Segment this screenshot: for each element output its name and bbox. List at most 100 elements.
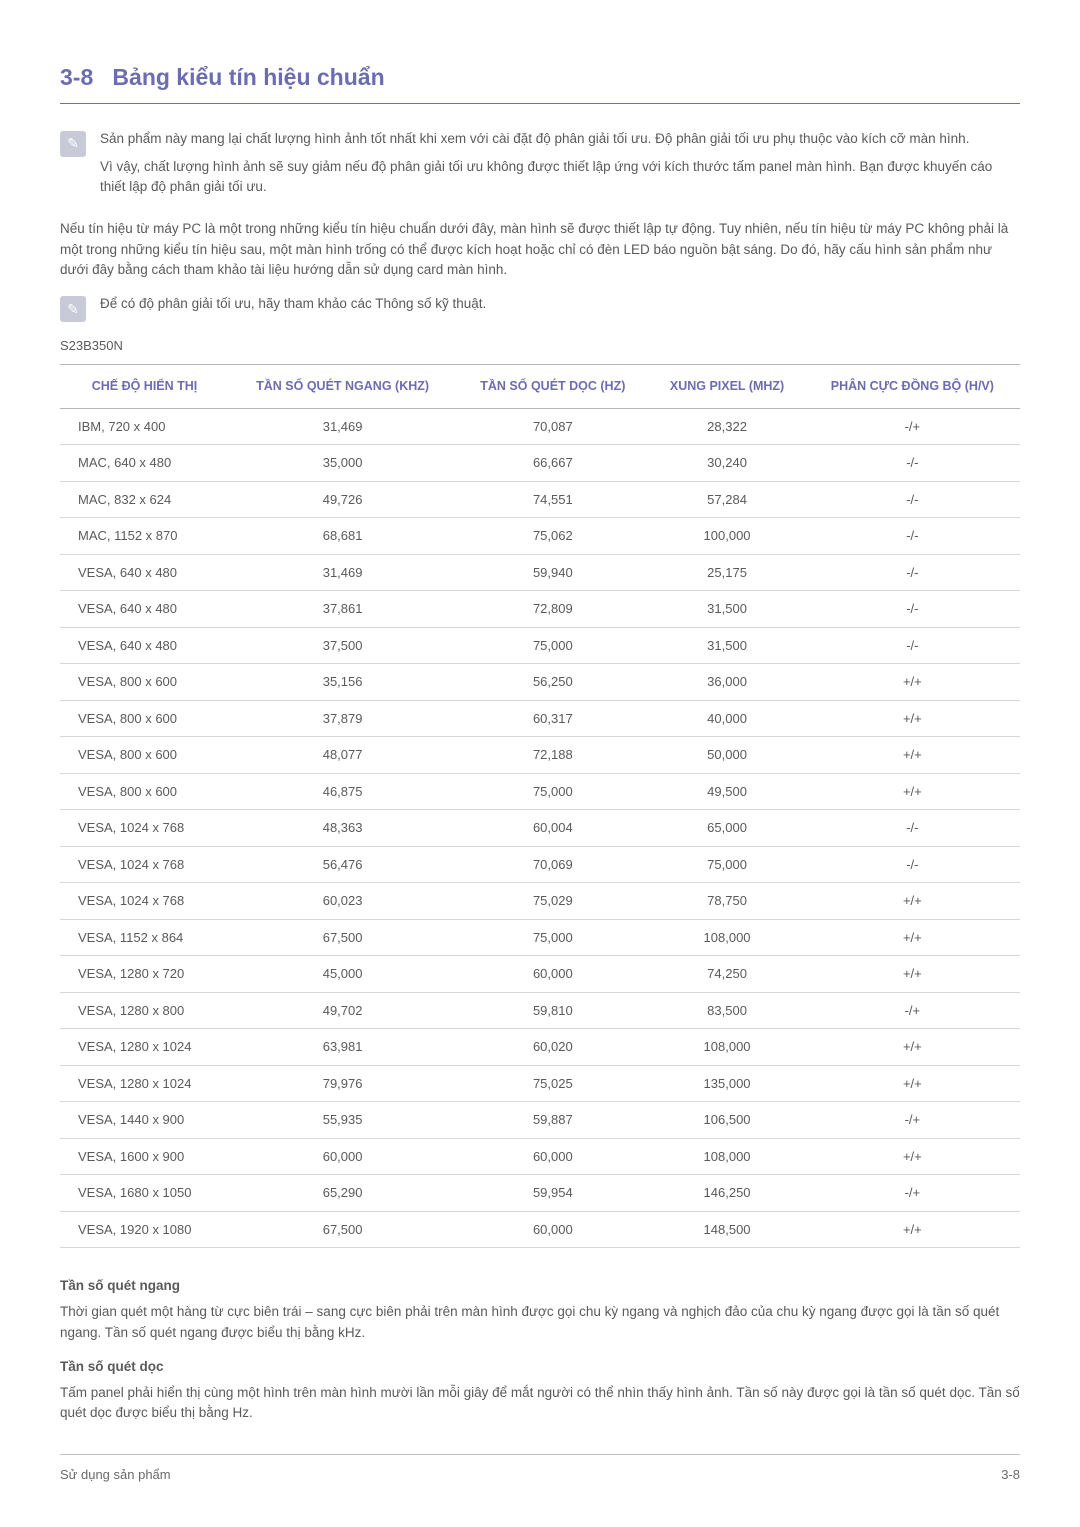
- table-cell: 37,861: [229, 591, 456, 628]
- section-title-text: Bảng kiểu tín hiệu chuẩn: [112, 64, 384, 90]
- table-cell: 35,156: [229, 664, 456, 701]
- table-cell: 49,702: [229, 992, 456, 1029]
- footer-left: Sử dụng sản phẩm: [60, 1465, 171, 1485]
- page-footer: Sử dụng sản phẩm 3-8: [60, 1454, 1020, 1485]
- table-cell: +/+: [805, 1029, 1020, 1066]
- table-cell: 63,981: [229, 1029, 456, 1066]
- table-cell: 60,020: [456, 1029, 649, 1066]
- table-cell: 60,000: [456, 956, 649, 993]
- table-row: VESA, 1024 x 76856,47670,06975,000-/-: [60, 846, 1020, 883]
- table-row: MAC, 1152 x 87068,68175,062100,000-/-: [60, 518, 1020, 555]
- table-cell: 108,000: [649, 1029, 804, 1066]
- table-cell: 59,810: [456, 992, 649, 1029]
- table-cell: 70,069: [456, 846, 649, 883]
- table-cell: MAC, 1152 x 870: [60, 518, 229, 555]
- table-cell: VESA, 800 x 600: [60, 737, 229, 774]
- table-cell: 75,025: [456, 1065, 649, 1102]
- table-cell: 60,004: [456, 810, 649, 847]
- table-cell: 28,322: [649, 408, 804, 445]
- table-cell: VESA, 800 x 600: [60, 773, 229, 810]
- note1-p1: Sản phẩm này mang lại chất lượng hình ản…: [100, 129, 1020, 149]
- table-cell: VESA, 1152 x 864: [60, 919, 229, 956]
- table-row: VESA, 800 x 60035,15656,25036,000+/+: [60, 664, 1020, 701]
- table-cell: +/+: [805, 700, 1020, 737]
- table-cell: 75,000: [456, 627, 649, 664]
- table-cell: VESA, 1920 x 1080: [60, 1211, 229, 1248]
- table-cell: 106,500: [649, 1102, 804, 1139]
- table-cell: MAC, 640 x 480: [60, 445, 229, 482]
- table-cell: VESA, 640 x 480: [60, 627, 229, 664]
- table-body: IBM, 720 x 40031,46970,08728,322-/+MAC, …: [60, 408, 1020, 1248]
- table-cell: 68,681: [229, 518, 456, 555]
- table-cell: 60,000: [229, 1138, 456, 1175]
- table-row: VESA, 1152 x 86467,50075,000108,000+/+: [60, 919, 1020, 956]
- table-cell: VESA, 1440 x 900: [60, 1102, 229, 1139]
- table-row: VESA, 800 x 60037,87960,31740,000+/+: [60, 700, 1020, 737]
- table-cell: 49,500: [649, 773, 804, 810]
- table-cell: 37,500: [229, 627, 456, 664]
- table-cell: 59,954: [456, 1175, 649, 1212]
- table-cell: -/+: [805, 992, 1020, 1029]
- table-cell: 72,809: [456, 591, 649, 628]
- table-header-cell: PHÂN CỰC ĐỒNG BỘ (H/V): [805, 364, 1020, 408]
- table-cell: 75,062: [456, 518, 649, 555]
- note-text-2: Để có độ phân giải tối ưu, hãy tham khảo…: [100, 294, 486, 322]
- table-cell: 78,750: [649, 883, 804, 920]
- table-row: VESA, 1600 x 90060,00060,000108,000+/+: [60, 1138, 1020, 1175]
- table-cell: 55,935: [229, 1102, 456, 1139]
- table-cell: +/+: [805, 1065, 1020, 1102]
- table-cell: 67,500: [229, 919, 456, 956]
- table-cell: -/-: [805, 481, 1020, 518]
- table-cell: -/-: [805, 554, 1020, 591]
- footer-right: 3-8: [1001, 1465, 1020, 1485]
- table-cell: VESA, 1280 x 720: [60, 956, 229, 993]
- table-cell: 36,000: [649, 664, 804, 701]
- table-cell: 59,887: [456, 1102, 649, 1139]
- table-cell: 25,175: [649, 554, 804, 591]
- table-cell: 50,000: [649, 737, 804, 774]
- table-cell: +/+: [805, 1211, 1020, 1248]
- table-cell: 57,284: [649, 481, 804, 518]
- table-cell: 30,240: [649, 445, 804, 482]
- table-row: MAC, 640 x 48035,00066,66730,240-/-: [60, 445, 1020, 482]
- table-row: VESA, 640 x 48031,46959,94025,175-/-: [60, 554, 1020, 591]
- table-cell: 74,250: [649, 956, 804, 993]
- table-row: MAC, 832 x 62449,72674,55157,284-/-: [60, 481, 1020, 518]
- table-cell: 45,000: [229, 956, 456, 993]
- table-cell: VESA, 1280 x 1024: [60, 1065, 229, 1102]
- def1-title: Tần số quét ngang: [60, 1276, 1020, 1296]
- table-cell: 75,029: [456, 883, 649, 920]
- table-cell: -/+: [805, 1102, 1020, 1139]
- table-row: VESA, 1024 x 76848,36360,00465,000-/-: [60, 810, 1020, 847]
- table-cell: VESA, 1600 x 900: [60, 1138, 229, 1175]
- def2-body: Tấm panel phải hiển thị cùng một hình tr…: [60, 1383, 1020, 1424]
- table-cell: 79,976: [229, 1065, 456, 1102]
- table-cell: 108,000: [649, 919, 804, 956]
- table-row: VESA, 800 x 60048,07772,18850,000+/+: [60, 737, 1020, 774]
- table-cell: 70,087: [456, 408, 649, 445]
- table-cell: 60,000: [456, 1211, 649, 1248]
- table-row: VESA, 1280 x 102479,97675,025135,000+/+: [60, 1065, 1020, 1102]
- table-cell: -/-: [805, 846, 1020, 883]
- paragraph-1: Nếu tín hiệu từ máy PC là một trong nhữn…: [60, 219, 1020, 280]
- table-header-cell: CHẾ ĐỘ HIỂN THỊ: [60, 364, 229, 408]
- note-block-2: ✎ Để có độ phân giải tối ưu, hãy tham kh…: [60, 294, 1020, 322]
- table-cell: MAC, 832 x 624: [60, 481, 229, 518]
- table-cell: -/+: [805, 408, 1020, 445]
- table-cell: 37,879: [229, 700, 456, 737]
- table-cell: 100,000: [649, 518, 804, 555]
- table-cell: VESA, 640 x 480: [60, 554, 229, 591]
- table-row: VESA, 1440 x 90055,93559,887106,500-/+: [60, 1102, 1020, 1139]
- section-number: 3-8: [60, 64, 93, 90]
- table-header-row: CHẾ ĐỘ HIỂN THỊTẦN SỐ QUÉT NGANG (KHZ)TẦ…: [60, 364, 1020, 408]
- table-row: IBM, 720 x 40031,46970,08728,322-/+: [60, 408, 1020, 445]
- table-cell: +/+: [805, 956, 1020, 993]
- table-header-cell: XUNG PIXEL (MHZ): [649, 364, 804, 408]
- note1-p2: Vì vậy, chất lượng hình ảnh sẽ suy giảm …: [100, 157, 1020, 198]
- table-cell: VESA, 1024 x 768: [60, 883, 229, 920]
- table-cell: 31,469: [229, 554, 456, 591]
- table-header-cell: TẦN SỐ QUÉT DỌC (HZ): [456, 364, 649, 408]
- table-cell: 56,250: [456, 664, 649, 701]
- table-cell: 83,500: [649, 992, 804, 1029]
- table-row: VESA, 1280 x 102463,98160,020108,000+/+: [60, 1029, 1020, 1066]
